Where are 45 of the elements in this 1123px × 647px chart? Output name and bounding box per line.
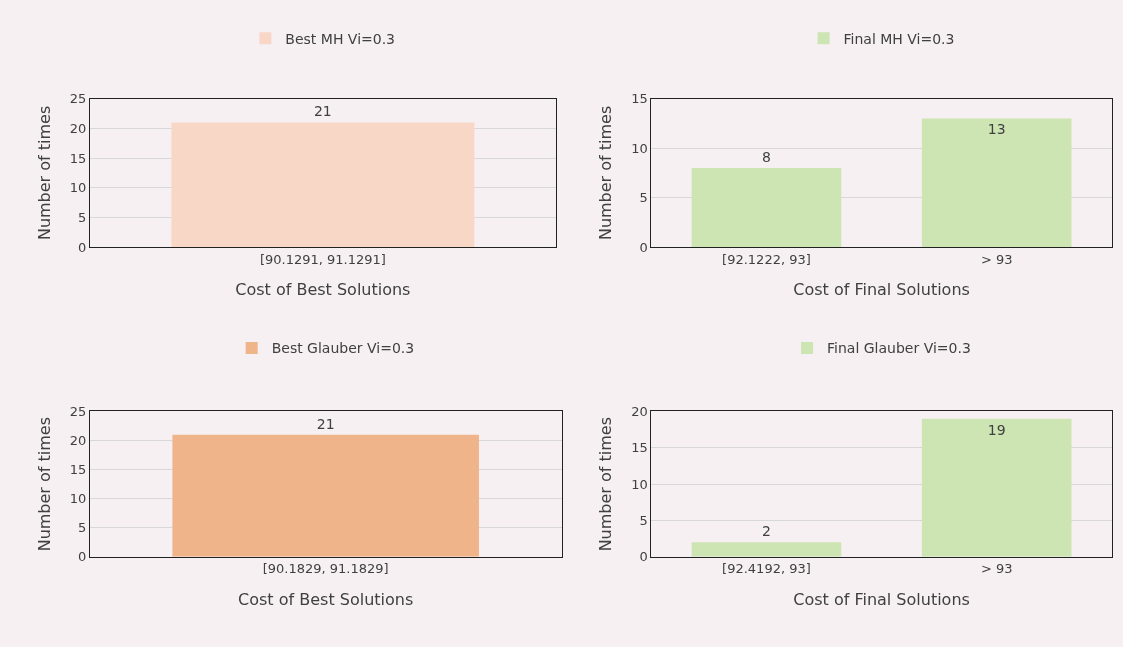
x-axis-title: Cost of Final Solutions [793,280,970,300]
y-tick-label: 25 [69,404,87,420]
x-tick-label: [92.4192, 93] [722,561,811,577]
y-tick-label: 0 [639,549,648,565]
y-tick-label: 20 [69,120,87,136]
y-tick-label: 0 [77,549,87,565]
y-axis-title: Number of times [34,416,54,552]
y-tick-label: 5 [639,190,648,206]
x-tick-label: [90.1829, 91.1829] [262,561,389,577]
y-axis-title: Number of times [34,105,54,241]
x-tick-label: > 93 [980,561,1013,577]
x-axis-title: Cost of Best Solutions [235,280,411,300]
x-tick-label: [92.1222, 93] [722,251,811,267]
x-axis-title: Cost of Final Solutions [793,590,970,610]
legend-label: Best MH Vi=0.3 [285,30,396,47]
y-tick-label: 10 [631,140,648,156]
y-tick-label: 15 [631,440,648,456]
y-tick-label: 5 [639,513,648,529]
x-axis-title: Cost of Best Solutions [238,590,414,610]
data-label: 19 [987,421,1006,438]
data-label: 8 [761,148,771,165]
y-tick-label: 15 [69,150,87,166]
data-label: 21 [313,103,332,120]
data-label: 2 [761,523,771,540]
y-tick-label: 15 [69,462,87,478]
y-tick-label: 5 [77,210,87,226]
y-tick-label: 10 [69,180,87,196]
data-label: 21 [316,415,335,432]
y-tick-label: 0 [77,239,87,255]
y-tick-label: 20 [69,433,87,449]
y-tick-label: 15 [631,91,648,107]
legend-label: Final MH Vi=0.3 [843,30,955,47]
y-tick-label: 5 [77,520,87,536]
y-tick-label: 10 [69,491,87,507]
x-tick-label: > 93 [980,251,1013,267]
legend-label: Best Glauber Vi=0.3 [271,340,415,357]
x-tick-label: [90.1291, 91.1291] [259,251,386,267]
y-tick-label: 10 [631,476,648,492]
y-tick-label: 25 [69,91,87,107]
legend-label: Final Glauber Vi=0.3 [827,340,971,357]
y-axis-title: Number of times [596,416,616,552]
y-tick-label: 0 [639,239,648,255]
y-tick-label: 20 [631,404,648,420]
y-axis-title: Number of times [596,105,616,241]
data-label: 13 [987,121,1006,138]
